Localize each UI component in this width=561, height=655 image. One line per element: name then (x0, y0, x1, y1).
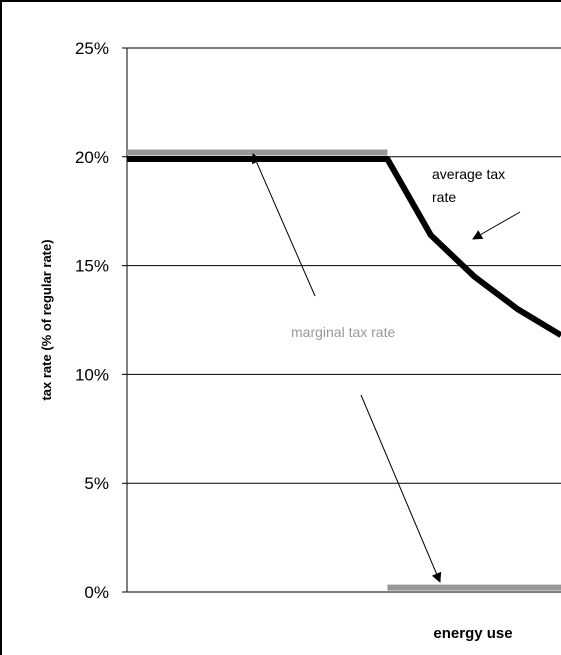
series-line-marginal-tax-rate (127, 149, 561, 591)
annotation-average-tax-rate: average tax rate (432, 166, 509, 205)
y-tick-label: 5% (84, 474, 109, 493)
annotation-average-line-1: average tax (432, 166, 505, 182)
arrow-marginal-to-bottom (360, 394, 442, 583)
annotation-average-line-2: rate (432, 189, 456, 205)
y-tick-label: 0% (84, 583, 109, 602)
y-axis-label: tax rate (% of regular rate) (39, 239, 54, 400)
y-tick-label: 15% (75, 257, 109, 276)
annotation-marginal-tax-rate: marginal tax rate (291, 324, 395, 340)
series-layer (127, 149, 561, 591)
arrow-average-tax-rate (472, 211, 521, 240)
x-axis-label: energy use (433, 625, 512, 642)
arrow-marginal-to-top (252, 153, 316, 297)
y-tick-label: 25% (75, 39, 109, 58)
y-tick-label: 20% (75, 148, 109, 167)
y-tick-labels: 0% 5% 10% 15% 20% 25% (75, 39, 109, 602)
y-tick-label: 10% (75, 365, 109, 384)
series-line-average-tax-rate (127, 155, 561, 338)
